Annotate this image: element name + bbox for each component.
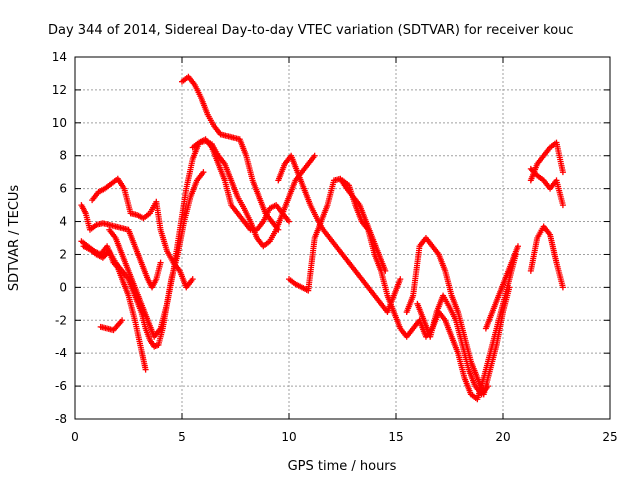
data-point [157,259,164,266]
axis-ticks: 0 5 10 15 20 25 -8 -6 -4 -2 0 2 4 6 8 10 12 14 [52,50,618,444]
data-point [200,169,207,176]
series-track-6 [106,136,292,340]
series-track-8 [189,137,318,250]
x-axis-title: GPS time / hours [288,459,397,474]
series-track-16 [527,165,566,209]
data-point [559,169,566,176]
y-tick-label: 6 [59,182,67,196]
x-tick-label: 5 [178,430,186,444]
y-tick-label: 14 [52,50,67,64]
series-track-3 [97,317,126,334]
series-track-10 [286,175,389,294]
data-point [559,284,566,291]
series-track-2 [78,202,164,291]
series-track-17 [527,223,566,291]
x-tick-label: 25 [602,430,617,444]
grid [75,57,610,419]
y-tick-label: 4 [59,215,67,229]
y-axis-title: SDTVAR / TECUs [7,185,22,292]
data-point [311,152,318,159]
series-track-13 [414,292,492,398]
plot-frame [74,56,611,420]
series-track-14 [482,243,521,332]
data-point [189,276,196,283]
data-point [397,276,404,283]
y-tick-label: 12 [52,83,67,97]
y-tick-label: 8 [59,149,67,163]
series-track-5 [80,169,207,350]
x-tick-label: 10 [281,430,296,444]
x-tick-label: 20 [495,430,510,444]
data-point [286,218,292,225]
data-point [119,317,126,324]
data-point [142,366,149,373]
series-track-7 [179,73,282,233]
data-point [559,202,566,209]
y-tick-label: -4 [55,346,67,360]
data-point [514,243,521,250]
y-tick-label: -6 [55,379,67,393]
x-tick-label: 15 [388,430,403,444]
y-tick-label: -8 [55,412,67,426]
y-tick-label: 10 [52,116,67,130]
y-tick-label: -2 [55,313,67,327]
x-tick-label: 0 [71,430,79,444]
chart-title: Day 344 of 2014, Sidereal Day-to-day VTE… [48,23,574,38]
y-tick-label: 2 [59,247,67,261]
y-tick-label: 0 [59,280,67,294]
data-point [485,383,492,390]
series-track-11 [339,177,519,403]
data-point [506,284,513,291]
data-points [78,73,566,403]
series-track-15 [527,139,566,184]
